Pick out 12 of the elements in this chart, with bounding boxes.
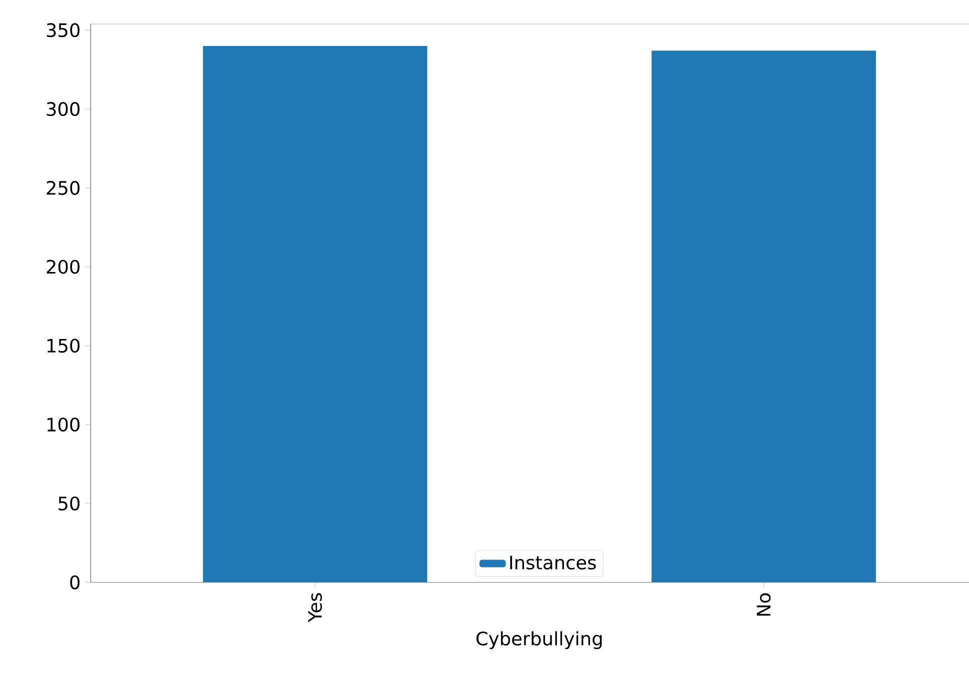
- y-tick-label: 300: [46, 102, 80, 116]
- x-tick-label: No: [756, 594, 771, 616]
- y-tick-label: 0: [70, 576, 80, 590]
- y-tick-label: 100: [47, 418, 80, 432]
- legend-label: Instances: [510, 556, 596, 570]
- y-tick-label: 250: [46, 181, 80, 196]
- y-tick-label: 200: [46, 260, 80, 274]
- y-tick-label: 50: [58, 496, 80, 511]
- y-tick-label: 150: [47, 338, 80, 353]
- x-tick-label: Yes: [308, 593, 322, 622]
- x-axis-title: Cyberbullying: [476, 631, 602, 650]
- y-tick-label: 350: [46, 23, 80, 38]
